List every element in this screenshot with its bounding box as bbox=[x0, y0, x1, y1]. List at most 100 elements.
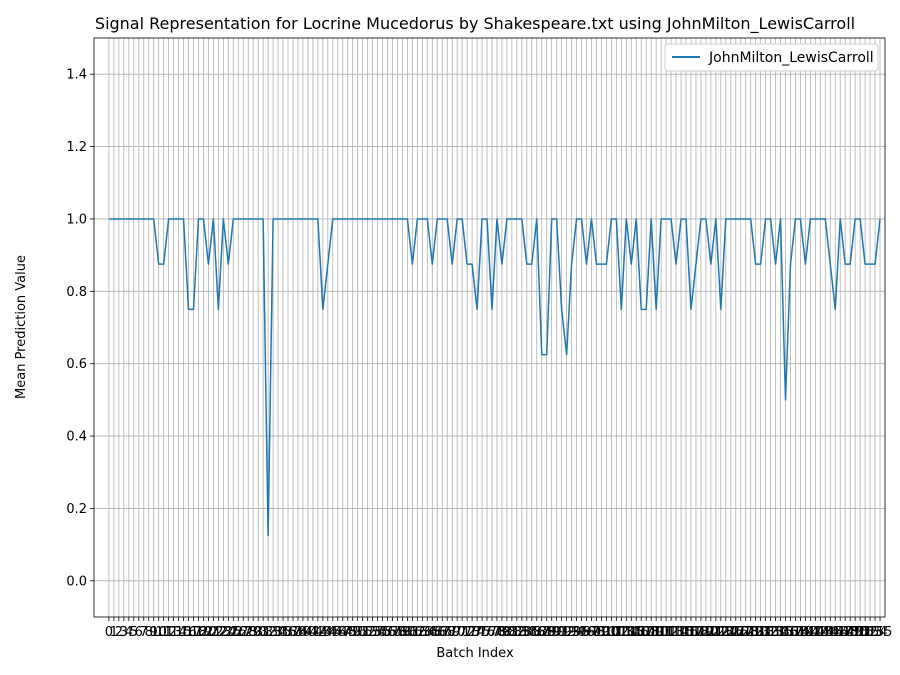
x-tick-label: 88 bbox=[538, 625, 555, 640]
x-tick-label: 84 bbox=[519, 625, 536, 640]
x-tick-label: 9 bbox=[150, 625, 158, 640]
x-tick-label: 53 bbox=[364, 625, 381, 640]
x-tick-label: 129 bbox=[738, 625, 763, 640]
x-tick-label: 100 bbox=[594, 625, 619, 640]
x-tick-label: 49 bbox=[344, 625, 361, 640]
x-tick-label: 25 bbox=[225, 625, 242, 640]
x-tick-label: 96 bbox=[578, 625, 595, 640]
x-axis-label: Batch Index bbox=[436, 646, 514, 661]
x-tick-label: 24 bbox=[220, 625, 237, 640]
x-tick-label: 128 bbox=[733, 625, 758, 640]
x-tick-label: 40 bbox=[300, 625, 317, 640]
x-gridlines bbox=[108, 38, 881, 617]
x-tick-label: 83 bbox=[514, 625, 531, 640]
x-tick-label: 34 bbox=[270, 625, 287, 640]
x-tick-label: 86 bbox=[528, 625, 545, 640]
x-tick-label: 122 bbox=[703, 625, 728, 640]
x-tick-label: 145 bbox=[818, 625, 843, 640]
x-tick-label: 7 bbox=[140, 625, 148, 640]
legend-box bbox=[664, 43, 879, 72]
x-tick-label: 104 bbox=[614, 625, 639, 640]
x-tick-label: 154 bbox=[863, 625, 888, 640]
x-tick-label: 36 bbox=[280, 625, 297, 640]
x-tick-label: 62 bbox=[409, 625, 426, 640]
x-tick-label: 94 bbox=[568, 625, 585, 640]
x-tick-label: 11 bbox=[155, 625, 172, 640]
x-tick-label: 89 bbox=[543, 625, 560, 640]
x-tick-label: 152 bbox=[853, 625, 878, 640]
x-tick-label: 5 bbox=[130, 625, 138, 640]
x-tick-label: 137 bbox=[778, 625, 803, 640]
x-tick-label: 0 bbox=[105, 625, 113, 640]
x-tick-label: 99 bbox=[593, 625, 610, 640]
x-tick-label: 136 bbox=[773, 625, 798, 640]
x-tick-label: 74 bbox=[469, 625, 486, 640]
x-tick-label: 70 bbox=[449, 625, 466, 640]
chart-title: Signal Representation for Locrine Mucedo… bbox=[95, 14, 855, 34]
x-tick-label: 132 bbox=[753, 625, 778, 640]
x-tick-label: 46 bbox=[329, 625, 346, 640]
x-tick-label: 87 bbox=[533, 625, 550, 640]
x-tick-label: 59 bbox=[394, 625, 411, 640]
x-tick-label: 63 bbox=[414, 625, 431, 640]
x-tick-label: 18 bbox=[190, 625, 207, 640]
y-axis-label: Mean Prediction Value bbox=[14, 255, 29, 399]
x-tick-label: 114 bbox=[664, 625, 689, 640]
x-tick-label: 138 bbox=[783, 625, 808, 640]
x-tick-label: 27 bbox=[235, 625, 252, 640]
x-tick-label: 58 bbox=[389, 625, 406, 640]
x-tick-label: 146 bbox=[823, 625, 848, 640]
x-tick-label: 65 bbox=[424, 625, 441, 640]
x-tick-label: 39 bbox=[295, 625, 312, 640]
x-tick-label: 43 bbox=[315, 625, 332, 640]
x-tick-label: 140 bbox=[793, 625, 818, 640]
x-tick-label: 60 bbox=[399, 625, 416, 640]
y-gridlines bbox=[94, 73, 885, 582]
y-tick-label: 0.8 bbox=[66, 285, 87, 300]
x-tick-label: 108 bbox=[634, 625, 659, 640]
x-tick-label: 121 bbox=[698, 625, 723, 640]
x-tick-label: 17 bbox=[185, 625, 202, 640]
x-tick-label: 22 bbox=[210, 625, 227, 640]
x-tick-label: 29 bbox=[245, 625, 262, 640]
x-tick-label: 57 bbox=[384, 625, 401, 640]
x-tick-label: 110 bbox=[644, 625, 669, 640]
x-tick-label: 64 bbox=[419, 625, 436, 640]
x-tick-label: 85 bbox=[524, 625, 541, 640]
x-tick-label: 91 bbox=[553, 625, 570, 640]
x-tick-label: 102 bbox=[604, 625, 629, 640]
x-tick-label: 6 bbox=[135, 625, 143, 640]
y-tick-label: 1.2 bbox=[66, 140, 87, 155]
x-tick-label: 16 bbox=[180, 625, 197, 640]
x-tick-label: 97 bbox=[583, 625, 600, 640]
x-tick-label: 55 bbox=[374, 625, 391, 640]
x-tick-label: 139 bbox=[788, 625, 813, 640]
x-tick-label: 33 bbox=[265, 625, 282, 640]
series-line-johnmilton-lewiscarroll bbox=[108, 218, 881, 537]
x-tick-label: 107 bbox=[629, 625, 654, 640]
x-tick-label: 131 bbox=[748, 625, 773, 640]
x-tick-label: 71 bbox=[454, 625, 471, 640]
x-tick-label: 142 bbox=[803, 625, 828, 640]
x-tick-label: 81 bbox=[504, 625, 521, 640]
y-tick-label: 1.0 bbox=[66, 212, 87, 227]
x-tick-label: 113 bbox=[659, 625, 684, 640]
x-tick-label: 105 bbox=[619, 625, 644, 640]
x-tick-label: 76 bbox=[479, 625, 496, 640]
x-tick-label: 8 bbox=[145, 625, 153, 640]
x-tick-label: 52 bbox=[359, 625, 376, 640]
x-tick-label: 144 bbox=[813, 625, 838, 640]
x-tick-label: 135 bbox=[768, 625, 793, 640]
x-tick-label: 56 bbox=[379, 625, 396, 640]
x-tick-label: 101 bbox=[599, 625, 624, 640]
x-tick-label: 109 bbox=[639, 625, 664, 640]
x-tick-label: 134 bbox=[763, 625, 788, 640]
x-tick-label: 149 bbox=[838, 625, 863, 640]
x-tick-label: 66 bbox=[429, 625, 446, 640]
x-tick-label: 98 bbox=[588, 625, 605, 640]
y-tick-label: 0.2 bbox=[66, 502, 87, 517]
x-tick-label: 68 bbox=[439, 625, 456, 640]
x-tick-label: 118 bbox=[684, 625, 709, 640]
x-tick-label: 124 bbox=[713, 625, 738, 640]
